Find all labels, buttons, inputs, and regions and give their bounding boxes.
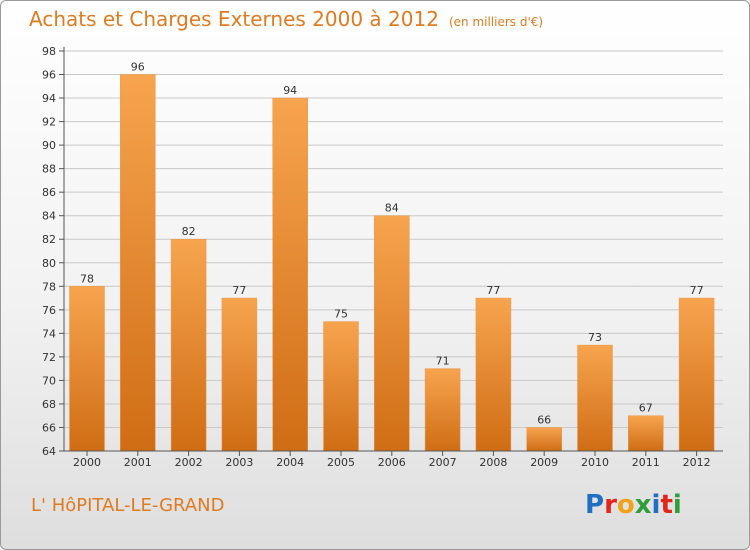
logo-letter: i [651, 490, 661, 520]
y-tick-label: 78 [42, 280, 56, 293]
x-tick-label: 2002 [175, 456, 203, 469]
bar-value-label: 94 [283, 84, 297, 97]
x-tick-label: 2012 [683, 456, 711, 469]
y-tick-label: 80 [42, 257, 56, 270]
logo-letter: P [585, 490, 605, 520]
bar-value-label: 77 [486, 284, 500, 297]
bar-value-label: 78 [80, 272, 94, 285]
bar-value-label: 75 [334, 308, 348, 321]
x-tick-label: 2003 [225, 456, 253, 469]
y-tick-label: 96 [42, 69, 56, 82]
bar-value-label: 67 [639, 402, 653, 415]
bar [323, 321, 359, 452]
x-tick-label: 2008 [479, 456, 507, 469]
x-tick-label: 2005 [327, 456, 355, 469]
y-tick-label: 74 [42, 327, 56, 340]
bar [678, 297, 715, 452]
y-tick-label: 84 [42, 210, 56, 223]
logo-letter: i [672, 490, 682, 520]
y-tick-label: 76 [42, 304, 56, 317]
bar [120, 74, 156, 452]
x-tick-label: 2004 [276, 456, 304, 469]
bar-value-label: 77 [690, 284, 704, 297]
x-tick-label: 2006 [378, 456, 406, 469]
bars-layer: 78 96 82 77 94 75 84 71 77 66 73 67 77 [69, 61, 715, 452]
chart-title: Achats et Charges Externes 2000 à 2012 (e… [29, 7, 543, 31]
bar [69, 286, 105, 452]
bar [526, 427, 562, 452]
bar [424, 368, 461, 452]
y-tick-label: 70 [42, 374, 56, 387]
commune-name: L' HôPITAL-LE-GRAND [31, 495, 225, 516]
bar [221, 297, 258, 452]
bar-value-label: 71 [436, 355, 450, 368]
x-tick-label: 2001 [124, 456, 152, 469]
x-tick-label: 2011 [632, 456, 660, 469]
bar [272, 97, 308, 452]
y-tick-label: 98 [42, 45, 56, 58]
y-tick-label: 72 [42, 351, 56, 364]
bar [628, 415, 664, 452]
y-tick-label: 82 [42, 233, 56, 246]
unit-subtitle: (en milliers d'€) [448, 15, 544, 29]
y-tick-label: 66 [42, 421, 56, 434]
y-tick-label: 90 [42, 139, 56, 152]
y-tick-label: 64 [42, 445, 56, 458]
bar-value-label: 66 [537, 413, 551, 426]
y-tick-label: 88 [42, 163, 56, 176]
y-tick-label: 94 [42, 92, 56, 105]
bar-value-label: 73 [588, 331, 602, 344]
bar [170, 238, 207, 452]
proxiti-logo[interactable]: Proxiti [585, 490, 682, 520]
x-tick-label: 2007 [429, 456, 457, 469]
y-tick-label: 68 [42, 398, 56, 411]
title-text: Achats et Charges Externes 2000 à 2012 [29, 7, 439, 31]
y-tick-label: 86 [42, 186, 56, 199]
bar [475, 297, 512, 452]
logo-letter: o [616, 490, 635, 520]
bar-value-label: 96 [131, 61, 145, 74]
bar [577, 344, 613, 452]
bar-value-label: 77 [232, 284, 246, 297]
x-tick-label: 2010 [581, 456, 609, 469]
bar [374, 215, 410, 452]
logo-letter: x [634, 490, 652, 520]
logo-letter: r [604, 490, 617, 520]
bar-value-label: 84 [385, 202, 399, 215]
x-tick-label: 2000 [73, 456, 101, 469]
y-tick-label: 92 [42, 116, 56, 129]
axis-layer: 64 66 68 70 72 74 76 78 80 82 84 86 88 90 92 94 96 98 2000… [42, 45, 723, 469]
bar-value-label: 82 [182, 225, 196, 238]
logo-letter: t [660, 490, 673, 520]
x-tick-label: 2009 [530, 456, 558, 469]
